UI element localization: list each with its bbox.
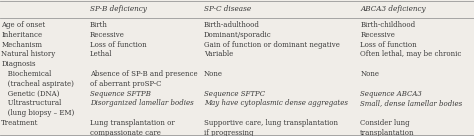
Text: May have cytoplasmic dense aggregates: May have cytoplasmic dense aggregates	[204, 99, 348, 107]
Text: Dominant/sporadic: Dominant/sporadic	[204, 31, 272, 39]
Text: Recessive: Recessive	[90, 31, 125, 39]
Text: Birth-childhood: Birth-childhood	[360, 21, 415, 29]
Text: Birth: Birth	[90, 21, 108, 29]
Text: Disorganized lamellar bodies: Disorganized lamellar bodies	[90, 99, 194, 107]
Text: Sequence ABCA3: Sequence ABCA3	[360, 90, 422, 98]
Text: Treatment: Treatment	[1, 119, 39, 127]
Text: Supportive care, lung transplantation
if progressing: Supportive care, lung transplantation if…	[204, 119, 338, 136]
Text: Often lethal, may be chronic: Often lethal, may be chronic	[360, 50, 462, 58]
Text: Recessive: Recessive	[360, 31, 395, 39]
Text: Birth-adulthood: Birth-adulthood	[204, 21, 260, 29]
Text: Loss of function: Loss of function	[360, 41, 417, 49]
Text: Sequence SFTPC: Sequence SFTPC	[204, 90, 265, 98]
Text: Ultrastructural
   (lung biopsy – EM): Ultrastructural (lung biopsy – EM)	[1, 99, 75, 117]
Text: Mechanism: Mechanism	[1, 41, 42, 49]
Text: Variable: Variable	[204, 50, 233, 58]
Text: Sequence SFTPB: Sequence SFTPB	[90, 90, 151, 98]
Text: SP-B deficiency: SP-B deficiency	[90, 5, 147, 13]
Text: Biochemical
   (tracheal aspirate): Biochemical (tracheal aspirate)	[1, 70, 74, 88]
Text: SP-C disease: SP-C disease	[204, 5, 251, 13]
Text: Consider lung
transplantation: Consider lung transplantation	[360, 119, 415, 136]
Text: None: None	[360, 70, 379, 78]
Text: None: None	[204, 70, 223, 78]
Text: Diagnosis: Diagnosis	[1, 60, 36, 68]
Text: ABCA3 deficiency: ABCA3 deficiency	[360, 5, 426, 13]
Text: Gain of function or dominant negative: Gain of function or dominant negative	[204, 41, 340, 49]
Text: Lung transplantation or
compassionate care: Lung transplantation or compassionate ca…	[90, 119, 175, 136]
Text: Small, dense lamellar bodies: Small, dense lamellar bodies	[360, 99, 463, 107]
Text: Genetic (DNA): Genetic (DNA)	[1, 90, 60, 98]
Text: Natural history: Natural history	[1, 50, 55, 58]
Text: Inheritance: Inheritance	[1, 31, 43, 39]
Text: Age of onset: Age of onset	[1, 21, 46, 29]
Text: Loss of function: Loss of function	[90, 41, 146, 49]
Text: Lethal: Lethal	[90, 50, 112, 58]
Text: Absence of SP-B and presence
of aberrant proSP-C: Absence of SP-B and presence of aberrant…	[90, 70, 198, 88]
